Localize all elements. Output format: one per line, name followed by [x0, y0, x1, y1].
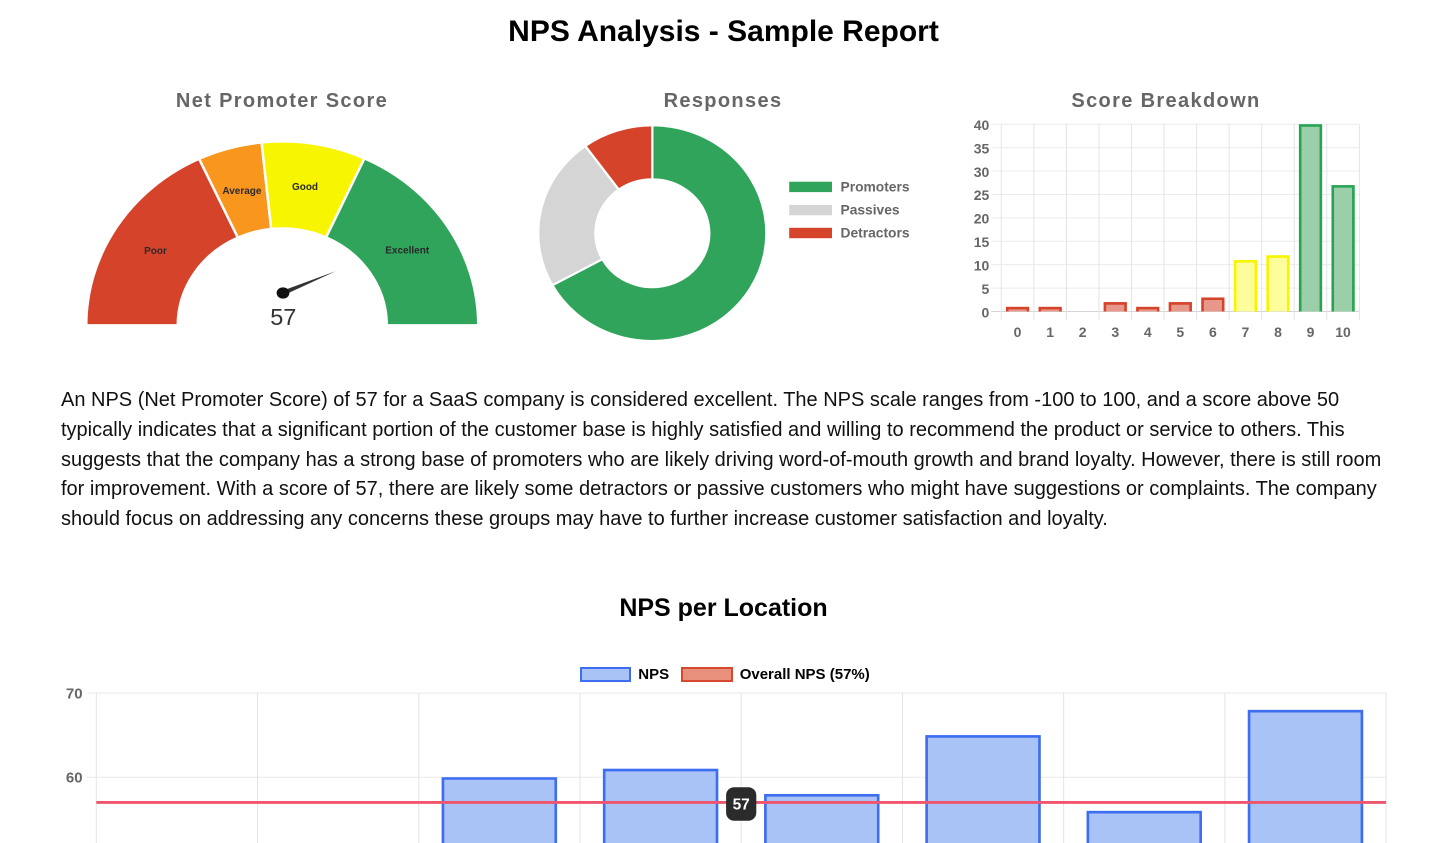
svg-text:3: 3 [1111, 324, 1119, 340]
svg-text:Excellent: Excellent [385, 245, 430, 256]
svg-text:7: 7 [1242, 324, 1250, 340]
svg-text:5: 5 [1176, 324, 1184, 340]
svg-text:Average: Average [222, 186, 262, 197]
svg-text:0: 0 [982, 304, 990, 320]
svg-text:35: 35 [974, 140, 990, 156]
svg-text:10: 10 [974, 257, 990, 273]
svg-text:Passives: Passives [841, 203, 900, 218]
svg-text:1: 1 [1046, 324, 1054, 340]
svg-text:9: 9 [1307, 324, 1315, 340]
svg-text:2: 2 [1079, 324, 1087, 340]
svg-text:Detractors: Detractors [841, 226, 910, 241]
svg-text:8: 8 [1274, 324, 1282, 340]
svg-text:20: 20 [974, 211, 990, 227]
svg-text:5: 5 [982, 281, 990, 297]
svg-text:15: 15 [974, 234, 990, 250]
svg-text:Promoters: Promoters [841, 180, 910, 195]
svg-text:0: 0 [1014, 324, 1022, 340]
svg-text:40: 40 [974, 117, 990, 133]
svg-text:30: 30 [974, 164, 990, 180]
svg-text:60: 60 [66, 770, 83, 787]
svg-text:70: 70 [66, 686, 83, 703]
svg-text:25: 25 [974, 187, 990, 203]
svg-text:10: 10 [1335, 324, 1351, 340]
svg-text:Good: Good [292, 182, 318, 193]
svg-text:6: 6 [1209, 324, 1217, 340]
svg-text:57: 57 [733, 796, 750, 813]
svg-text:57: 57 [270, 304, 296, 330]
svg-text:Poor: Poor [144, 246, 167, 257]
svg-text:4: 4 [1144, 324, 1152, 340]
